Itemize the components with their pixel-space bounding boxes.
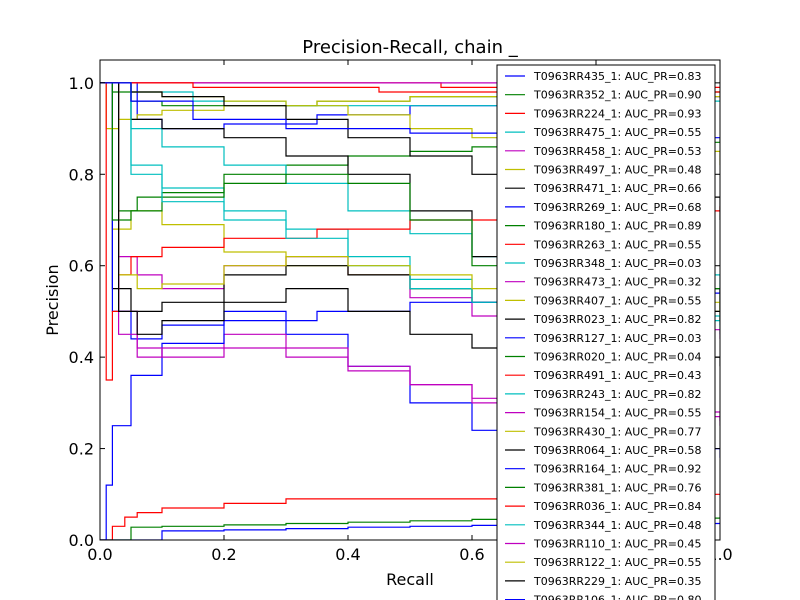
legend-box	[496, 64, 716, 600]
legend-label: T0963RR471_1: AUC_PR=0.66	[533, 182, 701, 195]
legend-label: T0963RR020_1: AUC_PR=0.04	[533, 351, 701, 364]
legend-label: T0963RR229_1: AUC_PR=0.35	[533, 575, 701, 588]
legend-label: T0963RR110_1: AUC_PR=0.45	[533, 538, 701, 551]
x-tick-label: 0.4	[335, 545, 360, 564]
legend-label: T0963RR180_1: AUC_PR=0.89	[533, 220, 701, 233]
legend-label: T0963RR106_1: AUC_PR=0.80	[533, 594, 701, 600]
legend-label: T0963RR064_1: AUC_PR=0.58	[533, 444, 701, 457]
legend-label: T0963RR269_1: AUC_PR=0.68	[533, 201, 701, 214]
legend-label: T0963RR224_1: AUC_PR=0.93	[533, 107, 701, 120]
legend-label: T0963RR435_1: AUC_PR=0.83	[533, 70, 701, 83]
chart-title: Precision-Recall, chain _	[302, 37, 518, 58]
series-line-16	[100, 82, 720, 381]
x-axis-label: Recall	[386, 570, 434, 589]
x-tick-label: 0.6	[459, 545, 484, 564]
legend-label: T0963RR127_1: AUC_PR=0.03	[533, 332, 701, 345]
x-tick-label: 0.0	[87, 545, 112, 564]
y-axis-label: Precision	[43, 264, 62, 335]
legend-label: T0963RR023_1: AUC_PR=0.82	[533, 313, 701, 326]
legend-label: T0963RR473_1: AUC_PR=0.32	[533, 276, 701, 289]
y-tick-label: 1.0	[69, 74, 94, 93]
y-tick-label: 0.6	[69, 257, 94, 276]
legend-label: T0963RR344_1: AUC_PR=0.48	[533, 519, 701, 532]
legend-label: T0963RR122_1: AUC_PR=0.55	[533, 556, 701, 569]
legend-label: T0963RR243_1: AUC_PR=0.82	[533, 388, 701, 401]
y-tick-label: 0.2	[69, 440, 94, 459]
legend-label: T0963RR381_1: AUC_PR=0.76	[533, 481, 701, 494]
legend-label: T0963RR348_1: AUC_PR=0.03	[533, 257, 701, 270]
x-tick-label: 0.2	[211, 545, 236, 564]
legend-label: T0963RR263_1: AUC_PR=0.55	[533, 238, 701, 251]
legend-label: T0963RR407_1: AUC_PR=0.55	[533, 294, 701, 307]
legend-label: T0963RR458_1: AUC_PR=0.53	[533, 145, 701, 158]
legend-label: T0963RR497_1: AUC_PR=0.48	[533, 164, 701, 177]
y-tick-label: 0.4	[69, 348, 94, 367]
plot-area-frame	[99, 59, 721, 541]
legend-label: T0963RR352_1: AUC_PR=0.90	[533, 89, 701, 102]
series-line-9	[100, 493, 720, 540]
legend-label: T0963RR430_1: AUC_PR=0.77	[533, 425, 701, 438]
legend-label: T0963RR154_1: AUC_PR=0.55	[533, 407, 701, 420]
legend-label: T0963RR164_1: AUC_PR=0.92	[533, 463, 701, 476]
legend-label: T0963RR475_1: AUC_PR=0.55	[533, 126, 701, 139]
y-tick-label: 0.8	[69, 165, 94, 184]
legend: T0963RR435_1: AUC_PR=0.83 T0963RR352_1: A…	[496, 64, 716, 600]
legend-label: T0963RR491_1: AUC_PR=0.43	[533, 369, 701, 382]
y-tick-label: 0.0	[69, 531, 94, 550]
legend-label: T0963RR036_1: AUC_PR=0.84	[533, 500, 701, 513]
